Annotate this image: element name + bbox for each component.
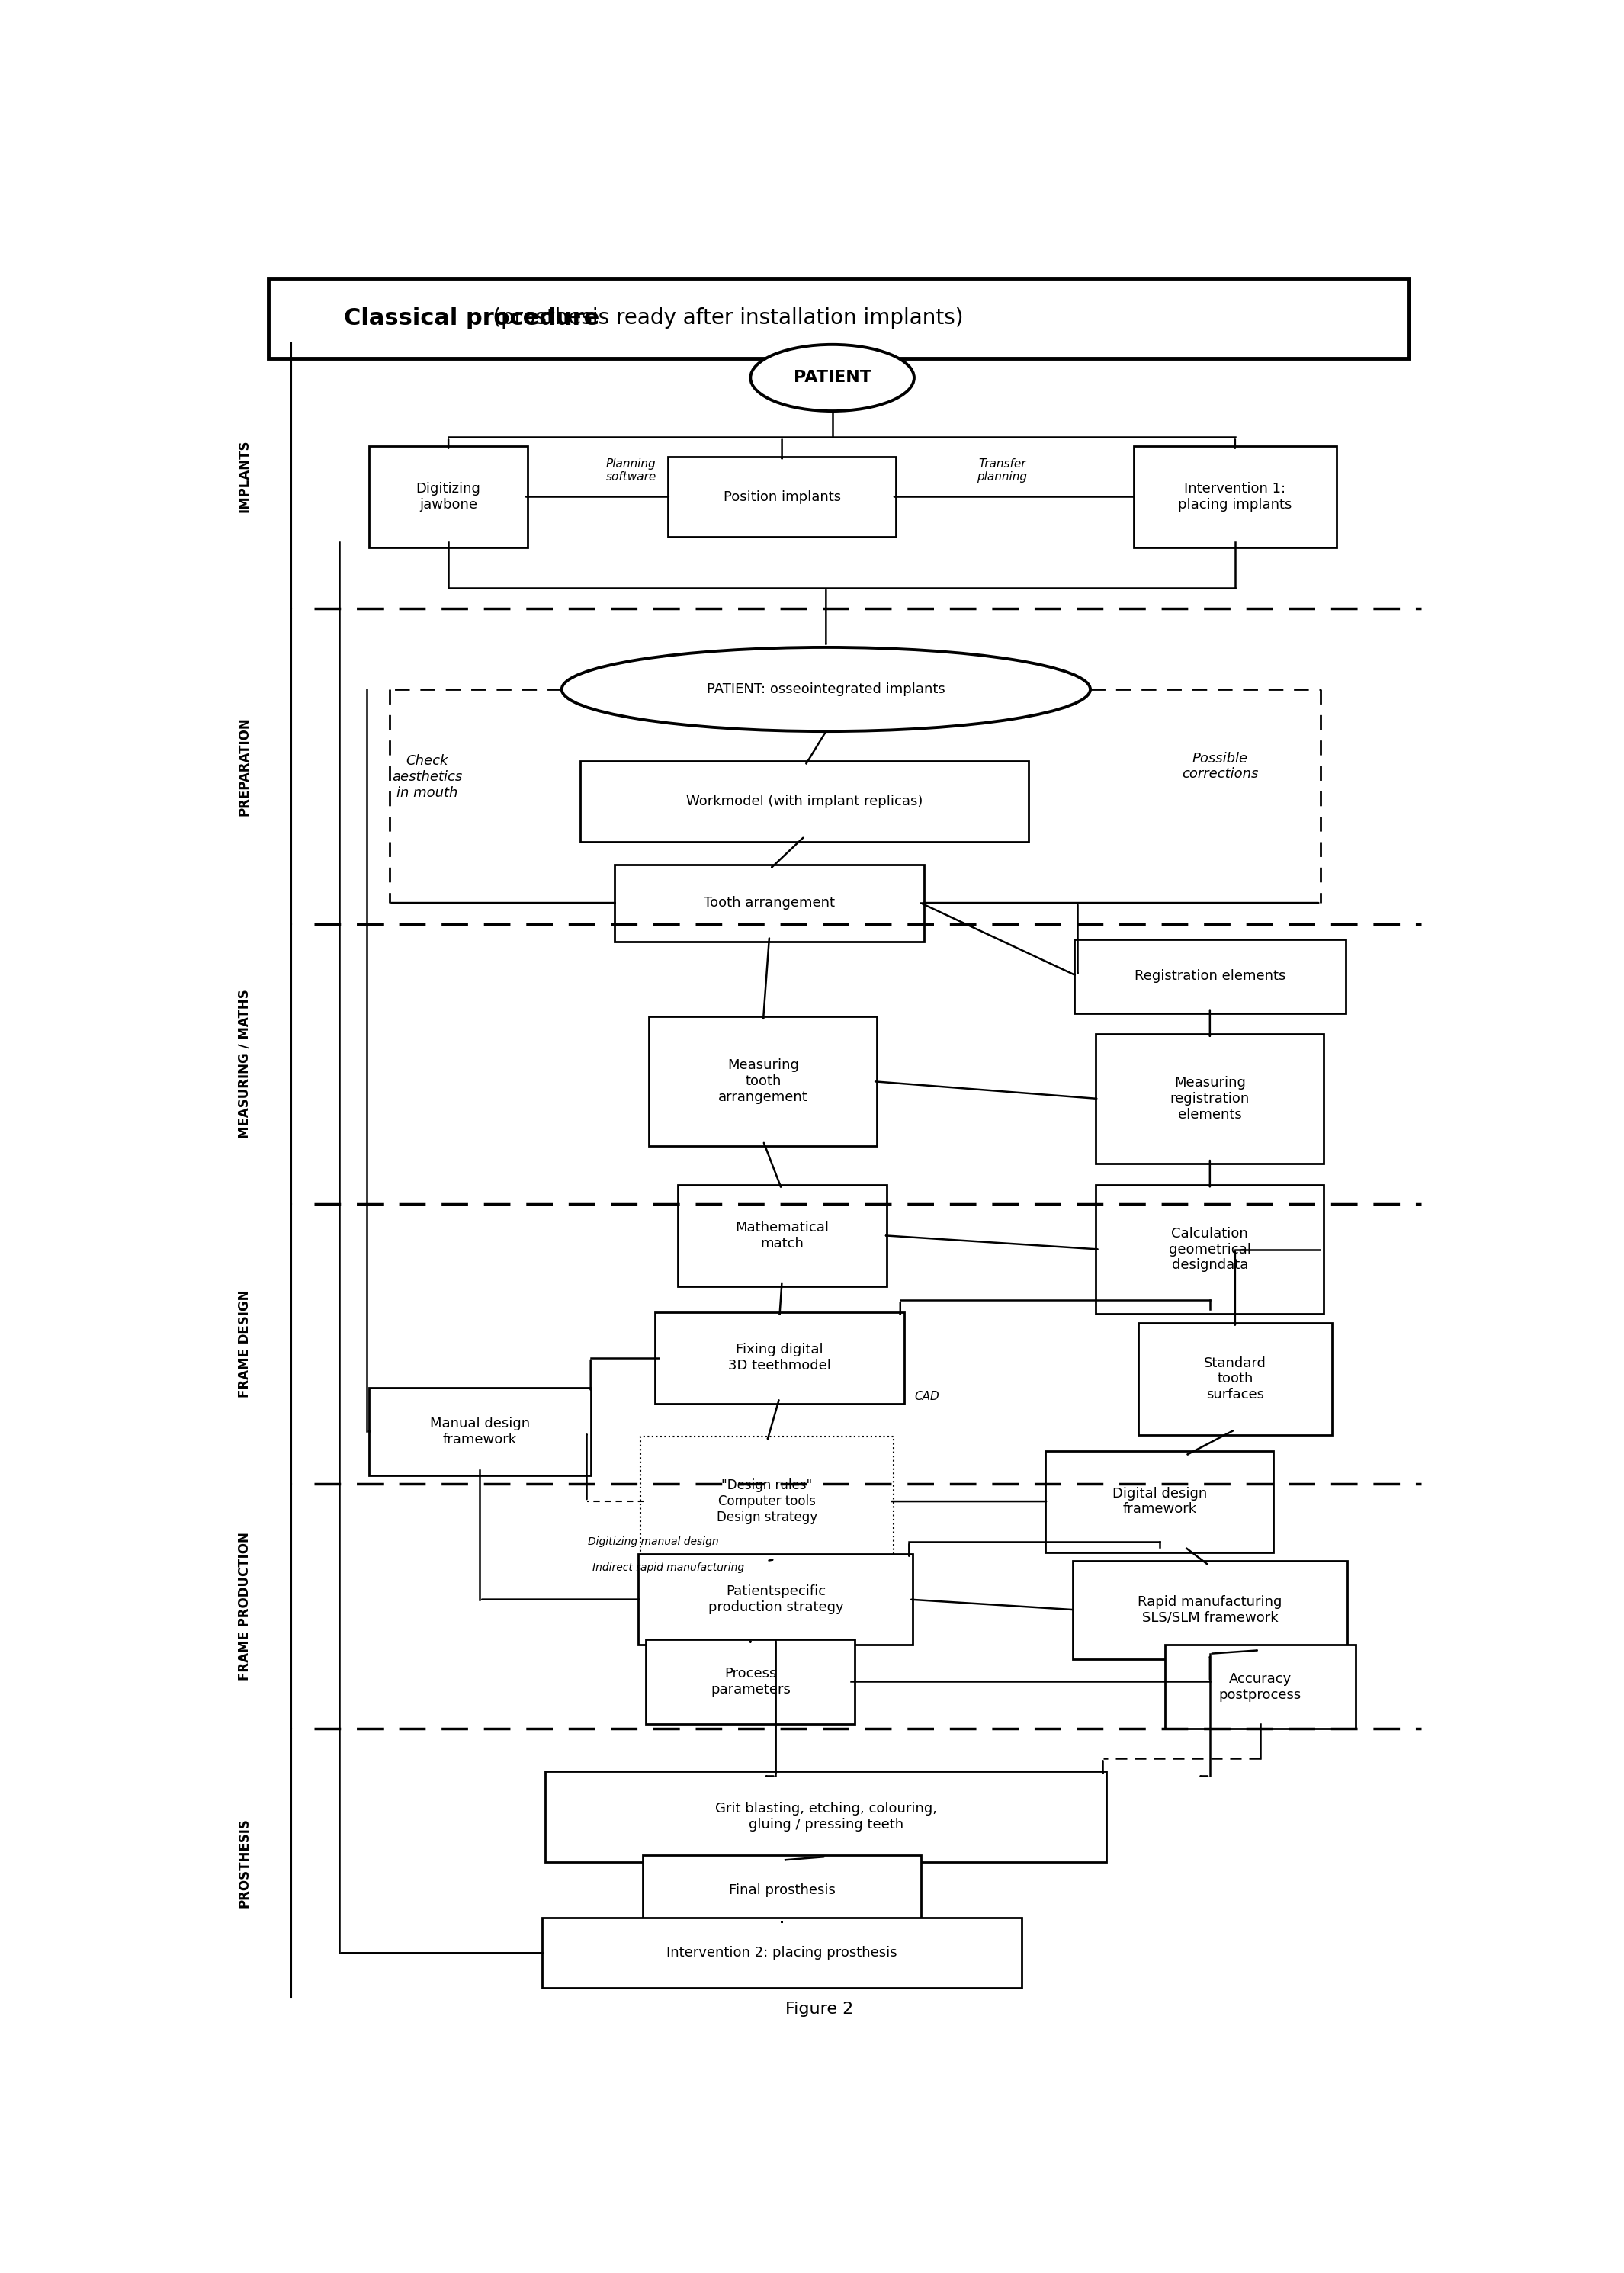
Text: Grit blasting, etching, colouring,
gluing / pressing teeth: Grit blasting, etching, colouring, gluin…	[715, 1802, 937, 1832]
FancyBboxPatch shape	[369, 446, 528, 548]
Ellipse shape	[562, 648, 1090, 732]
Text: Digitizing manual design: Digitizing manual design	[588, 1537, 719, 1548]
Text: Transfer
planning: Transfer planning	[978, 459, 1028, 482]
Text: Final prosthesis: Final prosthesis	[729, 1882, 835, 1896]
Text: Digitizing
jawbone: Digitizing jawbone	[416, 482, 481, 511]
Text: FRAME DESIGN: FRAME DESIGN	[237, 1291, 252, 1398]
Ellipse shape	[750, 345, 914, 411]
Text: Intervention 2: placing prosthesis: Intervention 2: placing prosthesis	[666, 1946, 898, 1959]
Text: Registration elements: Registration elements	[1134, 971, 1286, 984]
FancyBboxPatch shape	[650, 1016, 877, 1146]
Text: MEASURING / MATHS: MEASURING / MATHS	[237, 989, 252, 1139]
Text: Process
parameters: Process parameters	[711, 1666, 791, 1696]
Text: Possible
corrections: Possible corrections	[1182, 752, 1259, 782]
Text: FRAME PRODUCTION: FRAME PRODUCTION	[237, 1532, 252, 1680]
Text: PATIENT: osseointegrated implants: PATIENT: osseointegrated implants	[706, 682, 945, 696]
Text: Measuring
tooth
arrangement: Measuring tooth arrangement	[718, 1059, 809, 1105]
Text: Classical procedure: Classical procedure	[344, 307, 599, 330]
Text: Rapid manufacturing
SLS/SLM framework: Rapid manufacturing SLS/SLM framework	[1138, 1596, 1281, 1625]
FancyBboxPatch shape	[654, 1312, 905, 1402]
Text: Intervention 1:
placing implants: Intervention 1: placing implants	[1177, 482, 1293, 511]
FancyBboxPatch shape	[646, 1639, 854, 1723]
FancyBboxPatch shape	[580, 761, 1028, 841]
FancyBboxPatch shape	[1096, 1034, 1324, 1164]
Text: Standard
tooth
surfaces: Standard tooth surfaces	[1203, 1357, 1267, 1402]
FancyBboxPatch shape	[638, 1555, 913, 1646]
Text: Measuring
registration
elements: Measuring registration elements	[1171, 1075, 1249, 1121]
Text: Tooth arrangement: Tooth arrangement	[703, 896, 835, 909]
Text: Figure 2: Figure 2	[786, 2000, 854, 2016]
FancyBboxPatch shape	[1134, 446, 1337, 548]
Text: PATIENT: PATIENT	[794, 370, 870, 386]
Text: Mathematical
match: Mathematical match	[736, 1221, 828, 1250]
FancyBboxPatch shape	[1046, 1450, 1273, 1552]
Text: IMPLANTS: IMPLANTS	[237, 439, 252, 511]
FancyBboxPatch shape	[667, 457, 896, 536]
FancyBboxPatch shape	[1138, 1323, 1332, 1434]
Text: Fixing digital
3D teethmodel: Fixing digital 3D teethmodel	[728, 1343, 831, 1373]
Text: Check
aesthetics
in mouth: Check aesthetics in mouth	[391, 755, 463, 800]
Text: CAD: CAD	[914, 1391, 939, 1402]
Text: Digital design
framework: Digital design framework	[1112, 1487, 1207, 1516]
Text: Position implants: Position implants	[723, 491, 841, 505]
FancyBboxPatch shape	[643, 1855, 921, 1925]
FancyBboxPatch shape	[1164, 1646, 1356, 1730]
FancyBboxPatch shape	[640, 1437, 893, 1566]
Text: Planning
software: Planning software	[606, 459, 656, 482]
FancyBboxPatch shape	[546, 1771, 1106, 1862]
FancyBboxPatch shape	[268, 277, 1408, 359]
Text: Calculation
geometrical
designdata: Calculation geometrical designdata	[1169, 1227, 1250, 1273]
FancyBboxPatch shape	[1073, 1562, 1346, 1659]
Text: Accuracy
postprocess: Accuracy postprocess	[1220, 1673, 1301, 1702]
Text: PROSTHESIS: PROSTHESIS	[237, 1818, 252, 1907]
Text: PREPARATION: PREPARATION	[237, 716, 252, 816]
Text: Indirect rapid manufacturing: Indirect rapid manufacturing	[593, 1562, 744, 1573]
Text: "Design rules"
Computer tools
Design strategy: "Design rules" Computer tools Design str…	[716, 1480, 817, 1525]
FancyBboxPatch shape	[614, 864, 924, 941]
FancyBboxPatch shape	[677, 1184, 887, 1287]
Text: Patientspecific
production strategy: Patientspecific production strategy	[708, 1584, 843, 1614]
FancyBboxPatch shape	[1073, 939, 1346, 1014]
FancyBboxPatch shape	[369, 1387, 591, 1475]
FancyBboxPatch shape	[1096, 1184, 1324, 1314]
Text: Workmodel (with implant replicas): Workmodel (with implant replicas)	[687, 796, 922, 809]
FancyBboxPatch shape	[542, 1918, 1021, 1989]
Text: (prosthesis ready after installation implants): (prosthesis ready after installation imp…	[344, 307, 963, 330]
Text: Manual design
framework: Manual design framework	[430, 1416, 529, 1446]
